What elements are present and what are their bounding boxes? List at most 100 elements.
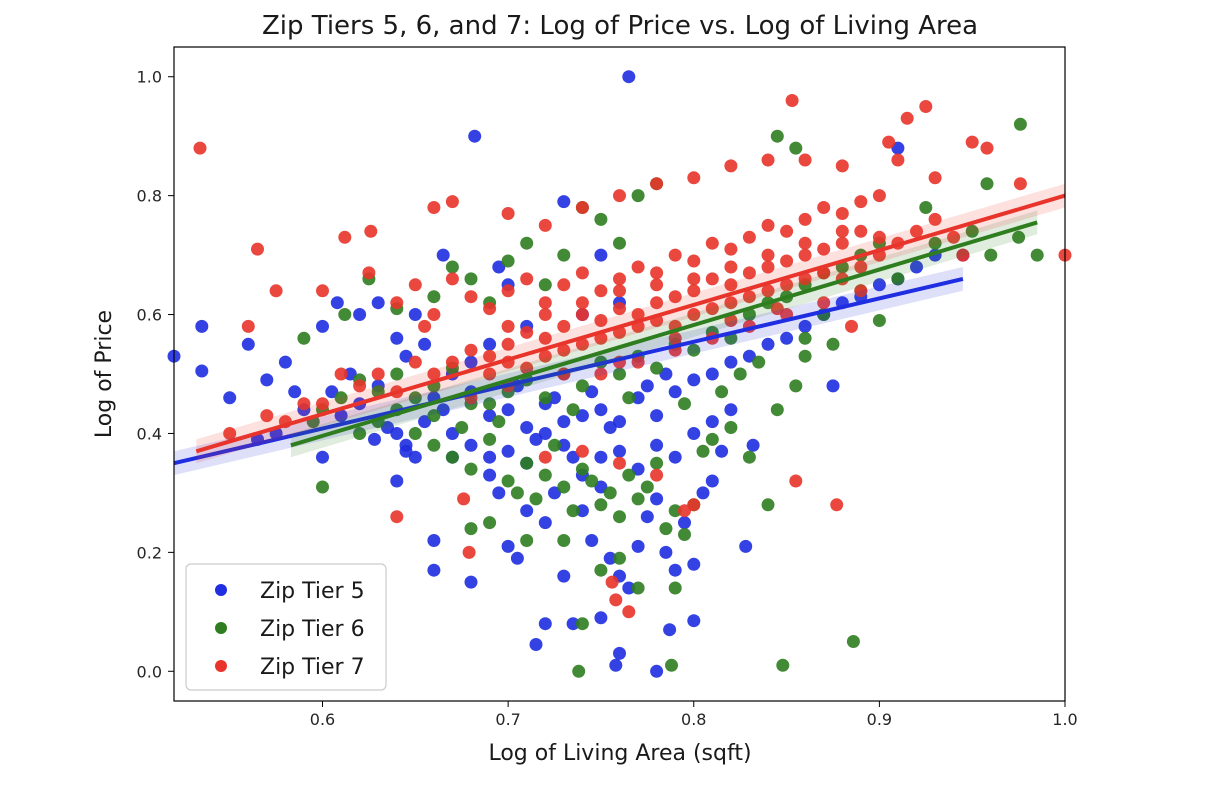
data-point-tier5 [436,403,450,417]
data-point-tier5 [390,427,404,440]
data-point-tier7 [687,272,701,286]
data-point-tier5 [399,349,413,363]
data-point-tier6 [770,129,784,143]
data-point-tier5 [705,474,719,488]
data-point-tier5 [548,391,561,405]
data-point-tier5 [334,409,348,423]
data-point-tier5 [557,195,571,209]
x-tick-label: 1.0 [1052,710,1077,729]
data-point-tier7 [538,218,552,232]
data-point-tier7 [631,260,645,274]
data-point-tier6 [696,444,710,458]
data-point-tier5 [668,450,682,464]
data-point-tier7 [956,248,970,262]
data-point-tier5 [557,438,571,452]
data-point-tier7 [798,272,812,286]
data-point-tier6 [520,236,534,250]
data-point-tier7 [928,212,942,226]
data-point-tier5 [501,444,515,458]
data-point-tier7 [538,331,552,345]
data-point-tier6 [826,337,840,351]
data-point-tier7 [418,319,432,333]
data-point-tier6 [594,212,608,226]
data-point-tier7 [780,278,794,292]
data-point-tier6 [613,551,626,565]
data-point-tier7 [835,224,849,238]
data-point-tier6 [501,254,515,268]
data-point-tier7 [613,456,626,470]
data-point-tier7 [650,266,664,280]
data-point-tier5 [483,450,497,464]
data-point-tier5 [659,367,673,381]
data-point-tier5 [445,427,459,440]
legend-marker-tier5 [215,584,227,596]
data-point-tier7 [650,177,664,191]
data-point-tier5 [399,438,413,452]
data-point-tier5 [891,141,905,155]
data-point-tier6 [678,528,691,541]
data-point-tier5 [483,468,497,482]
data-point-tier7 [785,94,799,107]
legend-box [185,563,387,691]
data-point-tier6 [659,522,673,536]
data-point-tier6 [668,581,682,595]
data-point-tier7 [193,141,207,155]
data-point-tier6 [665,658,678,672]
data-point-tier7 [650,296,664,310]
data-point-tier7 [575,444,589,458]
data-point-tier7 [408,355,422,369]
data-point-tier7 [650,278,664,292]
y-tick-label: 0.2 [137,543,162,562]
data-point-tier7 [575,296,589,310]
data-point-tier5 [575,409,589,423]
data-point-tier5 [594,480,608,494]
data-point-tier5 [872,278,886,292]
data-point-tier6 [427,438,441,452]
data-point-tier5 [548,486,561,500]
data-point-tier5 [353,308,367,321]
data-point-tier5 [557,569,571,583]
data-point-tier5 [436,248,450,262]
data-point-tier7 [835,236,849,250]
data-point-tier7 [501,337,515,351]
data-point-tier5 [650,438,664,452]
data-point-tier6 [678,397,691,411]
data-point-tier5 [468,129,482,143]
data-point-tier5 [678,516,691,530]
data-point-tier6 [891,272,905,286]
data-point-tier7 [891,153,905,167]
x-tick-label: 0.9 [867,710,892,729]
data-point-tier7 [798,248,812,262]
data-point-tier5 [529,638,543,651]
data-point-tier6 [338,308,352,321]
data-point-tier7 [835,207,849,220]
data-point-tier7 [761,284,775,298]
data-point-tier7 [462,545,476,559]
data-point-tier6 [984,248,998,262]
data-point-tier5 [742,349,756,363]
data-point-tier6 [520,534,534,547]
data-point-tier6 [464,522,478,536]
data-point-tier7 [483,367,497,381]
data-point-tier7 [742,230,756,244]
data-point-tier5 [483,337,497,351]
data-point-tier7 [817,296,831,310]
data-point-tier7 [251,242,264,256]
data-point-tier6 [687,343,701,357]
data-point-tier6 [705,432,719,446]
data-point-tier6 [1013,117,1027,131]
data-point-tier7 [557,343,571,357]
data-point-tier7 [678,504,691,518]
data-point-tier6 [980,177,994,191]
data-point-tier7 [798,236,812,250]
data-point-tier5 [464,438,478,452]
data-point-tier6 [557,534,571,547]
plot-area [167,70,1072,678]
y-axis-label: Log of Price [92,310,117,438]
data-point-tier5 [746,438,760,452]
legend-label-tier5: Zip Tier 5 [260,579,365,604]
data-point-tier5 [687,373,701,387]
data-point-tier5 [371,296,385,310]
data-point-tier6 [548,438,561,452]
data-point-tier7 [668,290,682,304]
